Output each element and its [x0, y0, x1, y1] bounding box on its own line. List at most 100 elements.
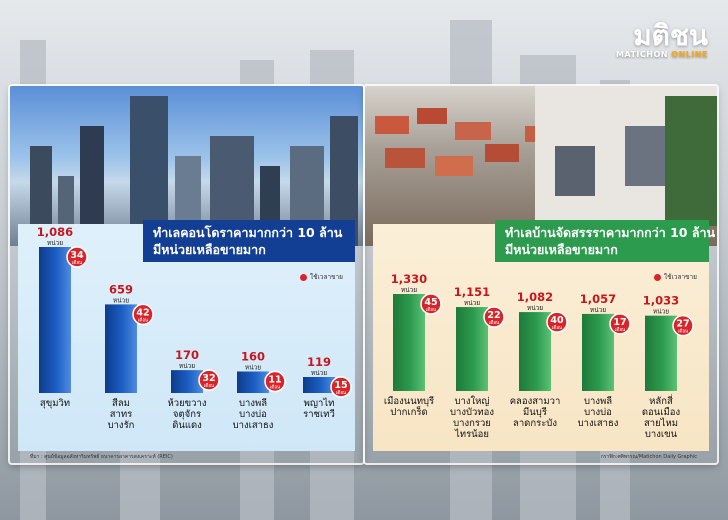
- unit-label: หน่วย: [464, 299, 480, 307]
- category-label: เมืองนนทบุรี: [384, 395, 434, 407]
- category-label: บางบัวทอง: [450, 407, 494, 418]
- legend-dot-icon: [654, 273, 661, 281]
- months-badge: [330, 376, 352, 398]
- category-label: มีนบุรี: [523, 406, 547, 418]
- category-label: บางเสาธง: [578, 418, 619, 429]
- bar: [393, 294, 425, 391]
- category-label: สีลม: [112, 397, 130, 409]
- category-label: พญาไท: [304, 397, 335, 409]
- category-label: สายไหม: [644, 417, 678, 429]
- months-badge: [66, 246, 88, 268]
- condo-legend: ใช้เวลาขาย: [300, 272, 343, 282]
- bar: [105, 304, 137, 393]
- category-label: ปากเกร็ด: [390, 405, 427, 418]
- value-label: 659: [109, 282, 133, 296]
- months-value: 22: [487, 310, 500, 321]
- months-value: 11: [268, 374, 281, 385]
- months-value: 34: [70, 250, 84, 261]
- category-label: ราชเทวี: [303, 408, 335, 420]
- months-value: 42: [136, 307, 149, 318]
- category-label: จตุจักร: [173, 409, 201, 420]
- category-label: ไทรน้อย: [454, 428, 489, 440]
- housing-estate-photo: [365, 86, 717, 246]
- condo-chart-area: ทำเลคอนโดราคามากกว่า 10 ล้าน มีหน่วยเหลื…: [18, 220, 355, 460]
- condo-panel: ทำเลคอนโดราคามากกว่า 10 ล้าน มีหน่วยเหลื…: [10, 86, 363, 463]
- value-label: 160: [241, 349, 265, 363]
- unit-label: หน่วย: [245, 363, 261, 371]
- bar: [645, 315, 677, 391]
- category-label: หลักสี่: [649, 394, 673, 407]
- months-unit: เดือน: [204, 382, 214, 389]
- category-label: ลาดกระบัง: [513, 418, 557, 429]
- months-badge: [609, 313, 631, 335]
- months-badge: [132, 303, 154, 326]
- category-label: บางเขน: [645, 429, 678, 440]
- category-label: ห้วยขวาง: [168, 398, 207, 409]
- legend-dot-icon: [300, 273, 307, 281]
- months-value: 40: [550, 315, 564, 326]
- unit-label: หน่วย: [590, 306, 606, 314]
- unit-label: หน่วย: [527, 304, 543, 312]
- unit-label: หน่วย: [653, 308, 669, 316]
- months-value: 17: [613, 317, 626, 328]
- months-badge: [483, 306, 505, 328]
- months-value: 15: [334, 380, 347, 391]
- bar: [456, 307, 488, 391]
- category-label: ดินแดง: [172, 420, 202, 431]
- months-badge: [546, 311, 568, 333]
- unit-label: หน่วย: [113, 296, 129, 304]
- value-label: 1,033: [643, 294, 679, 308]
- months-unit: เดือน: [72, 259, 82, 266]
- value-label: 1,086: [37, 225, 73, 239]
- months-value: 45: [424, 297, 437, 308]
- months-unit: เดือน: [489, 319, 499, 326]
- bar: [303, 377, 335, 393]
- months-unit: เดือน: [615, 326, 625, 333]
- category-label: สุขุมวิท: [40, 398, 70, 409]
- category-label: บางกรวย: [453, 418, 491, 429]
- category-label: ดอนเมือง: [642, 407, 680, 418]
- months-unit: เดือน: [138, 316, 148, 323]
- unit-label: หน่วย: [47, 239, 63, 247]
- months-badge: [198, 369, 220, 391]
- condo-chart-title: ทำเลคอนโดราคามากกว่า 10 ล้าน มีหน่วยเหลื…: [143, 220, 355, 262]
- unit-label: หน่วย: [401, 286, 417, 294]
- house-panel: ทำเลบ้านจัดสรรราคามากกว่า 10 ล้าน มีหน่ว…: [365, 86, 717, 463]
- unit-label: หน่วย: [311, 369, 327, 377]
- bar: [519, 312, 551, 391]
- months-unit: เดือน: [336, 389, 346, 396]
- house-chart-title: ทำเลบ้านจัดสรรราคามากกว่า 10 ล้าน มีหน่ว…: [495, 220, 715, 262]
- value-label: 1,082: [517, 290, 553, 304]
- months-unit: เดือน: [678, 328, 688, 335]
- category-label: บางพลี: [239, 397, 267, 409]
- condo-bar-chart: 1,086หน่วย34เดือนสุขุมวิท659หน่วย42เดือน…: [37, 225, 352, 431]
- months-value: 27: [676, 319, 689, 330]
- months-value: 32: [202, 373, 215, 384]
- months-badge: [264, 370, 286, 393]
- months-badge: [420, 293, 442, 315]
- value-label: 1,151: [454, 285, 490, 299]
- category-label: บางรัก: [108, 420, 135, 431]
- months-badge: [672, 314, 694, 337]
- unit-label: หน่วย: [179, 362, 195, 370]
- house-bar-chart: 1,330หน่วย45เดือนเมืองนนทบุรีปากเกร็ด1,1…: [384, 272, 694, 440]
- category-label: บางใหญ่: [455, 395, 490, 407]
- category-label: คลองสามวา: [510, 396, 561, 407]
- value-label: 1,330: [391, 272, 427, 286]
- category-label: บางบ่อ: [239, 409, 267, 420]
- condo-source: ที่มา : ศูนย์ข้อมูลอสังหาริมทรัพย์ ธนาคา…: [30, 454, 173, 460]
- value-label: 1,057: [580, 292, 616, 306]
- months-unit: เดือน: [552, 324, 562, 331]
- logo-thai: มติชน: [633, 19, 708, 52]
- value-label: 170: [175, 348, 199, 362]
- bar: [237, 371, 269, 393]
- months-unit: เดือน: [426, 306, 436, 313]
